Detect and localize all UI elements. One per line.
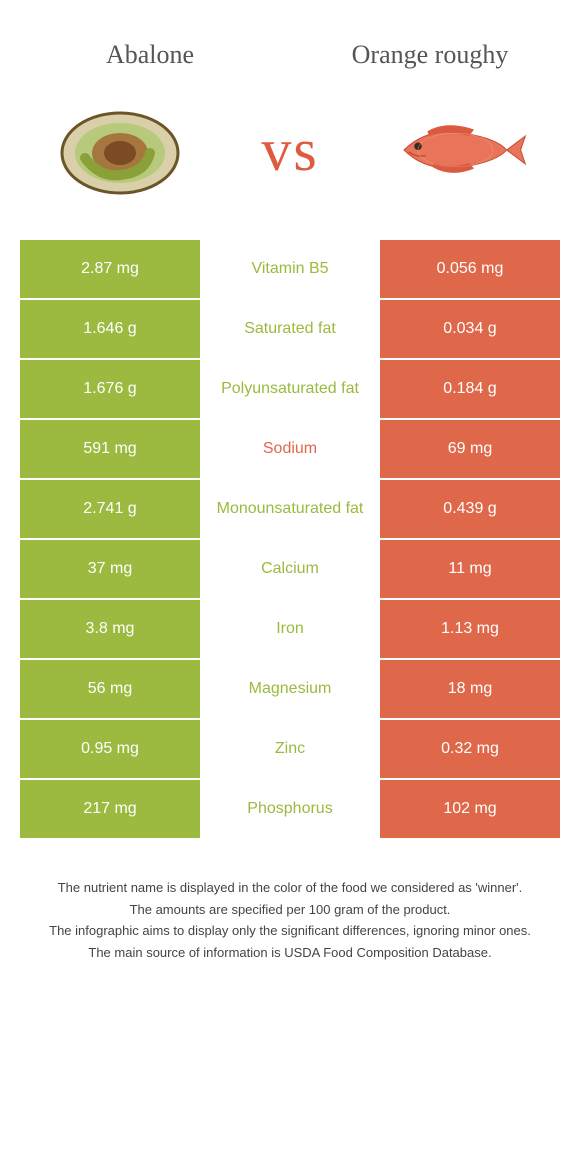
right-value: 0.056 mg: [380, 240, 560, 298]
left-value: 2.87 mg: [20, 240, 200, 298]
table-row: 3.8 mgIron1.13 mg: [20, 600, 560, 658]
nutrient-name: Polyunsaturated fat: [200, 360, 380, 418]
footnote: The amounts are specified per 100 gram o…: [40, 900, 540, 920]
nutrient-name: Iron: [200, 600, 380, 658]
left-value: 1.646 g: [20, 300, 200, 358]
food-left-title: Abalone: [50, 40, 250, 70]
footnote: The nutrient name is displayed in the co…: [40, 878, 540, 898]
right-value: 11 mg: [380, 540, 560, 598]
left-value: 217 mg: [20, 780, 200, 838]
right-value: 0.32 mg: [380, 720, 560, 778]
left-value: 2.741 g: [20, 480, 200, 538]
header-row: Abalone Orange roughy: [20, 20, 560, 80]
table-row: 0.95 mgZinc0.32 mg: [20, 720, 560, 778]
table-row: 37 mgCalcium11 mg: [20, 540, 560, 598]
table-row: 217 mgPhosphorus102 mg: [20, 780, 560, 838]
abalone-image: [50, 100, 190, 200]
table-row: 591 mgSodium69 mg: [20, 420, 560, 478]
left-value: 591 mg: [20, 420, 200, 478]
right-value: 69 mg: [380, 420, 560, 478]
images-row: vs: [20, 80, 560, 240]
nutrient-table: 2.87 mgVitamin B50.056 mg1.646 gSaturate…: [20, 240, 560, 838]
table-row: 2.87 mgVitamin B50.056 mg: [20, 240, 560, 298]
right-value: 1.13 mg: [380, 600, 560, 658]
nutrient-name: Sodium: [200, 420, 380, 478]
right-value: 102 mg: [380, 780, 560, 838]
footer-notes: The nutrient name is displayed in the co…: [20, 878, 560, 962]
nutrient-name: Magnesium: [200, 660, 380, 718]
food-right-title: Orange roughy: [330, 40, 530, 70]
vs-label: vs: [261, 116, 318, 185]
nutrient-name: Vitamin B5: [200, 240, 380, 298]
nutrient-name: Zinc: [200, 720, 380, 778]
left-value: 1.676 g: [20, 360, 200, 418]
table-row: 1.646 gSaturated fat0.034 g: [20, 300, 560, 358]
table-row: 56 mgMagnesium18 mg: [20, 660, 560, 718]
left-value: 3.8 mg: [20, 600, 200, 658]
right-value: 0.439 g: [380, 480, 560, 538]
left-value: 56 mg: [20, 660, 200, 718]
right-value: 0.034 g: [380, 300, 560, 358]
right-value: 18 mg: [380, 660, 560, 718]
table-row: 2.741 gMonounsaturated fat0.439 g: [20, 480, 560, 538]
nutrient-name: Calcium: [200, 540, 380, 598]
nutrient-name: Saturated fat: [200, 300, 380, 358]
left-value: 37 mg: [20, 540, 200, 598]
footnote: The infographic aims to display only the…: [40, 921, 540, 941]
table-row: 1.676 gPolyunsaturated fat0.184 g: [20, 360, 560, 418]
orange-roughy-image: [390, 100, 530, 200]
nutrient-name: Phosphorus: [200, 780, 380, 838]
left-value: 0.95 mg: [20, 720, 200, 778]
footnote: The main source of information is USDA F…: [40, 943, 540, 963]
right-value: 0.184 g: [380, 360, 560, 418]
nutrient-name: Monounsaturated fat: [200, 480, 380, 538]
